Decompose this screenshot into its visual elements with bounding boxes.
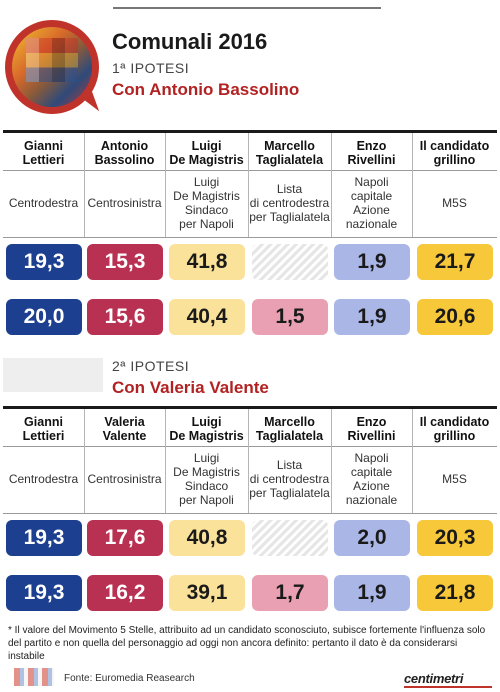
candidate-name: Gianni Lettieri [22, 139, 65, 167]
table-column-divider [165, 409, 166, 513]
party-label: Centrosinistra [87, 196, 162, 210]
source-credit: Fonte: Euromedia Reasearch [64, 673, 195, 684]
value-box: 2,0 [334, 520, 410, 556]
table-header-rule [3, 446, 497, 447]
value-box: 1,9 [334, 575, 410, 611]
value-box: 21,7 [417, 244, 493, 280]
footnote: * Il valore del Movimento 5 Stelle, attr… [8, 625, 486, 662]
value-box: 1,9 [334, 299, 410, 335]
candidate-name: Luigi De Magistris [169, 415, 244, 443]
table-column-divider [412, 409, 413, 513]
brand-logo: centimetri [404, 671, 464, 686]
candidate-name: Il candidato grillino [419, 139, 490, 167]
header-rule [113, 7, 381, 9]
candidate-name: Valeria Valente [102, 415, 147, 443]
hypothesis-1-label: 1ª IPOTESI [112, 60, 190, 76]
party-label: Napoli capitale Azione nazionale [345, 175, 398, 231]
candidate-name: Antonio Bassolino [94, 139, 155, 167]
candidate-name: Il candidato grillino [419, 415, 490, 443]
chart-title: Comunali 2016 [112, 29, 268, 54]
table-party-rule [3, 513, 497, 514]
value-box: 19,3 [6, 244, 82, 280]
value-box: 1,5 [252, 299, 328, 335]
table-header-rule [3, 170, 497, 171]
party-label: Centrodestra [8, 472, 79, 486]
value-box: 21,8 [417, 575, 493, 611]
candidate-name: Luigi De Magistris [169, 139, 244, 167]
candidate-name: Enzo Rivellini [347, 415, 396, 443]
value-box: 1,7 [252, 575, 328, 611]
hypothesis-2-subtitle: Con Valeria Valente [112, 378, 269, 397]
brand-underline [404, 686, 492, 688]
party-label: Lista di centrodestra per Taglialatela [249, 182, 330, 224]
value-box: 17,6 [87, 520, 163, 556]
table-column-divider [331, 409, 332, 513]
party-label: M5S [442, 472, 467, 486]
party-label: Luigi De Magistris Sindaco per Napoli [173, 175, 240, 231]
party-label: Luigi De Magistris Sindaco per Napoli [173, 451, 240, 507]
value-box: 41,8 [169, 244, 245, 280]
value-box: 15,6 [87, 299, 163, 335]
source-logo-mosaic [14, 668, 54, 686]
table-column-divider [412, 133, 413, 237]
table-top-rule [3, 406, 497, 409]
value-box: 19,3 [6, 520, 82, 556]
party-label: Centrodestra [8, 196, 79, 210]
table-column-divider [248, 133, 249, 237]
party-label: Napoli capitale Azione nazionale [345, 451, 398, 507]
candidate-name: Enzo Rivellini [347, 139, 396, 167]
table-column-divider [84, 133, 85, 237]
candidate-name: Marcello Taglialatela [255, 139, 324, 167]
value-box: 40,4 [169, 299, 245, 335]
table-column-divider [84, 409, 85, 513]
value-box: 16,2 [87, 575, 163, 611]
value-box: 1,9 [334, 244, 410, 280]
party-label: Centrosinistra [87, 472, 162, 486]
value-box: 40,8 [169, 520, 245, 556]
value-box: 19,3 [6, 575, 82, 611]
table-column-divider [248, 409, 249, 513]
hypothesis-2-image-placeholder [3, 358, 103, 392]
value-box: 20,0 [6, 299, 82, 335]
value-box: 39,1 [169, 575, 245, 611]
hypothesis-2-label: 2ª IPOTESI [112, 358, 190, 374]
table-column-divider [165, 133, 166, 237]
value-box: 20,3 [417, 520, 493, 556]
table-party-rule [3, 237, 497, 238]
candidate-name: Gianni Lettieri [22, 415, 65, 443]
logo-photo-mosaic [26, 38, 78, 82]
party-label: Lista di centrodestra per Taglialatela [249, 458, 330, 500]
value-box: 20,6 [417, 299, 493, 335]
table-top-rule [3, 130, 497, 133]
hypothesis-1-subtitle: Con Antonio Bassolino [112, 80, 300, 99]
candidate-name: Marcello Taglialatela [255, 415, 324, 443]
table-column-divider [331, 133, 332, 237]
value-box: 15,3 [87, 244, 163, 280]
party-label: M5S [442, 196, 467, 210]
empty-value-box [252, 244, 328, 280]
empty-value-box [252, 520, 328, 556]
